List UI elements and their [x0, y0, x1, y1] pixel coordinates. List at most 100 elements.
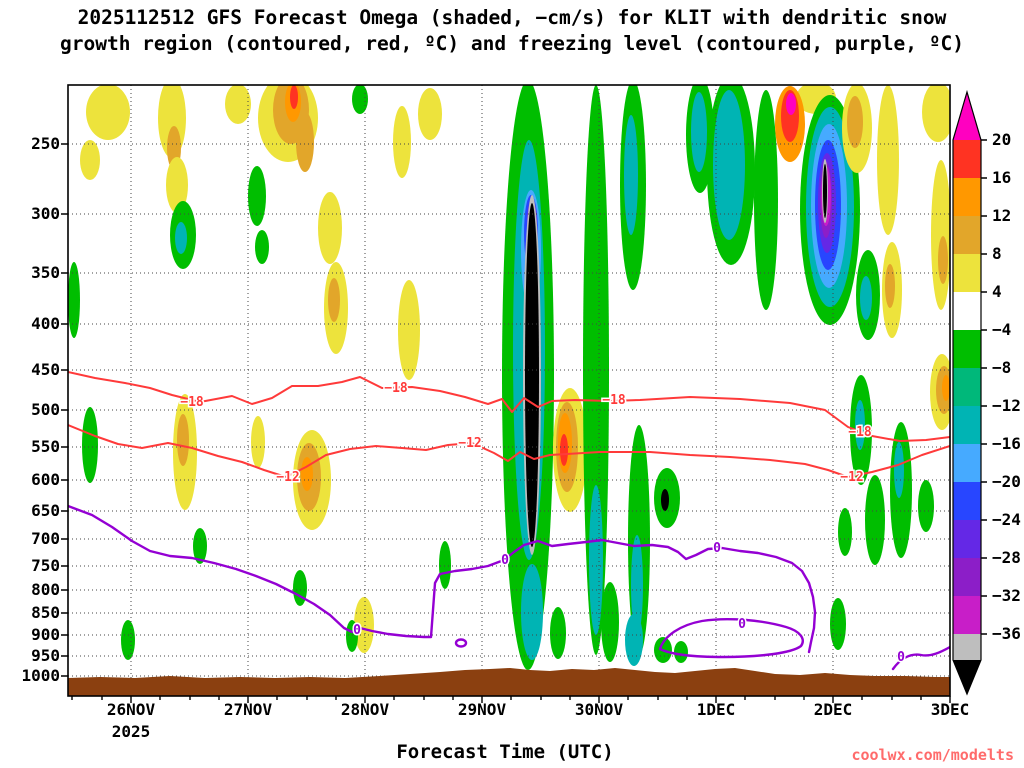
horizontal-gridlines [68, 143, 950, 677]
colorbar-tick-label: −20 [992, 472, 1021, 491]
x-tick-label: 27NOV [224, 700, 273, 719]
omega-shaded-region [439, 541, 451, 589]
omega-shaded-region [601, 582, 619, 662]
omega-shaded-region [713, 90, 745, 240]
colorbar-segment [953, 634, 981, 660]
omega-shaded-region [560, 434, 568, 466]
omega-shaded-region [624, 115, 638, 235]
omega-shaded-region [80, 140, 100, 180]
omega-shaded-region [521, 564, 543, 660]
colorbar-segment [953, 558, 981, 596]
contour-label-minus18: −18 [848, 425, 872, 440]
omega-shaded-region [674, 641, 688, 663]
x-tick-label: 1DEC [697, 700, 736, 719]
omega-shaded-region [352, 85, 368, 114]
omega-shaded-region [301, 457, 313, 491]
y-tick-label: 900 [31, 625, 60, 644]
omega-shaded-field-layer [68, 85, 950, 670]
omega-shaded-region [938, 236, 948, 284]
colorbar-tick-label: −4 [992, 320, 1011, 339]
x-axis-minor-ticks [71, 696, 922, 700]
omega-shaded-region [225, 85, 251, 124]
colorbar: 20 16 12 8 4 −4 −8 −12 −16 −20 −24 −28 −… [952, 89, 1021, 696]
colorbar-segment [953, 140, 981, 178]
y-tick-label: 800 [31, 580, 60, 599]
contour-label-minus18: −18 [180, 395, 204, 410]
colorbar-tick-label: −16 [992, 434, 1021, 453]
freezing-level-loop-contour [658, 618, 804, 659]
omega-shaded-region [166, 157, 188, 213]
x-axis-major-ticks [130, 696, 951, 703]
y-tick-label: 500 [31, 400, 60, 419]
y-tick-label: 400 [31, 314, 60, 333]
chart-title-line1: 2025112512 GFS Forecast Omega (shaded, −… [78, 6, 947, 29]
omega-shaded-region [293, 570, 307, 606]
colorbar-tick-label: −28 [992, 548, 1021, 567]
contour-label-minus12: −12 [458, 436, 481, 451]
omega-shaded-region [838, 508, 852, 556]
omega-shaded-region [177, 414, 189, 466]
contour-label-zero: 0 [897, 650, 905, 665]
omega-shaded-region [894, 442, 904, 498]
colorbar-tick-label: 16 [992, 168, 1011, 187]
omega-shaded-region [82, 407, 98, 483]
omega-shaded-region [248, 166, 266, 226]
omega-shaded-region [855, 400, 865, 450]
colorbar-segment [953, 292, 981, 330]
colorbar-tick-label: 12 [992, 206, 1011, 225]
y-tick-label: 550 [31, 437, 60, 456]
omega-shaded-region [121, 620, 135, 660]
x-tick-label: 3DEC [931, 700, 970, 719]
y-tick-label: 250 [31, 134, 60, 153]
omega-shaded-region [931, 160, 950, 310]
omega-shaded-region [290, 85, 298, 109]
freezing-level-small-loop [454, 638, 468, 648]
dendritic-minus12-contour [68, 424, 950, 478]
watermark-link[interactable]: coolwx.com/modelts [851, 746, 1014, 764]
omega-shaded-region [625, 614, 643, 666]
omega-shaded-region [786, 93, 796, 115]
omega-shaded-region [398, 280, 420, 380]
chart-title: 2025112512 GFS Forecast Omega (shaded, −… [60, 6, 964, 55]
colorbar-segment [953, 482, 981, 520]
omega-shaded-region [631, 535, 643, 635]
colorbar-segment [953, 330, 981, 368]
omega-shaded-region [922, 85, 950, 142]
contour-label-minus18: −18 [384, 381, 408, 396]
x-tick-label: 29NOV [458, 700, 507, 719]
colorbar-tick-label: −36 [992, 624, 1021, 643]
colorbar-segment [953, 368, 981, 406]
omega-shaded-region [354, 597, 374, 653]
x-tick-label: 26NOV [107, 700, 156, 719]
chart-title-line2: growth region (contoured, red, ºC) and f… [60, 32, 964, 55]
x-axis-year-label: 2025 [112, 722, 151, 741]
colorbar-top-arrow [953, 92, 981, 140]
contour-label-minus12: −12 [276, 470, 299, 485]
contour-label-minus18: −18 [602, 393, 626, 408]
colorbar-tick-label: −32 [992, 586, 1021, 605]
colorbar-segment [953, 444, 981, 482]
x-tick-label: 2DEC [814, 700, 853, 719]
contour-label-minus12: −12 [840, 470, 863, 485]
y-tick-label: 1000 [21, 666, 60, 685]
colorbar-segment [953, 254, 981, 292]
colorbar-tick-label: −24 [992, 510, 1021, 529]
omega-shaded-region [942, 375, 950, 401]
colorbar-segment [953, 178, 981, 216]
colorbar-tick-label: 8 [992, 244, 1002, 263]
dendritic-minus18-contour [68, 371, 950, 442]
footer: Forecast Time (UTC) coolwx.com/modelts [396, 741, 1014, 764]
colorbar-tick-label: 4 [992, 282, 1002, 301]
omega-shaded-region [418, 88, 442, 140]
omega-shaded-region [296, 112, 314, 172]
freezing-level-contour-layer [68, 504, 950, 671]
omega-shaded-region [86, 85, 130, 140]
y-tick-label: 850 [31, 603, 60, 622]
y-tick-label: 350 [31, 263, 60, 282]
omega-shaded-region [525, 203, 539, 547]
omega-shaded-region [193, 528, 207, 564]
omega-shaded-region [318, 192, 342, 264]
contour-labels: −18 −18 −18 −18 −12 −12 −12 0 0 0 0 0 [179, 380, 907, 667]
omega-shaded-region [346, 620, 358, 652]
